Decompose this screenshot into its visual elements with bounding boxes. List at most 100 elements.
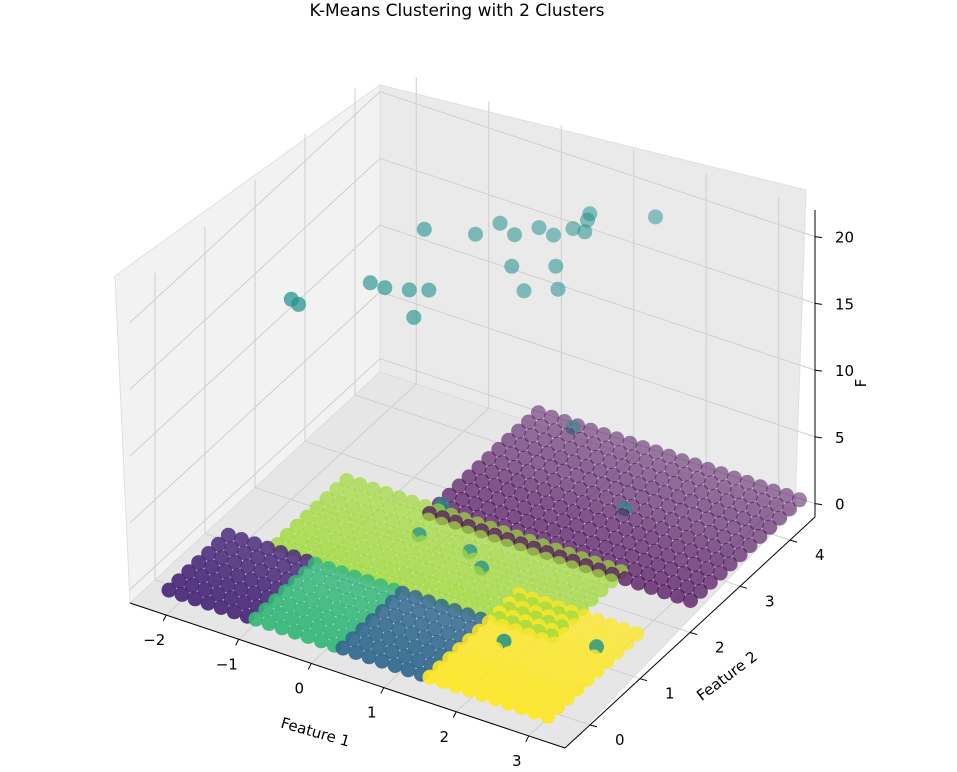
scatter-point: [414, 617, 430, 632]
scatter-point: [729, 484, 745, 500]
grid-line: [379, 91, 816, 238]
scatter-point: [256, 576, 272, 592]
scatter-point: [345, 631, 361, 647]
scatter-point: [351, 527, 367, 542]
scatter-point: [521, 627, 537, 643]
z-tick-label: 10: [835, 362, 854, 380]
scatter-point: [540, 708, 555, 724]
scatter-point: [417, 630, 433, 646]
scatter-point: [577, 224, 593, 240]
scatter-point: [683, 493, 699, 509]
scatter-point: [468, 226, 483, 242]
scatter-point: [454, 492, 470, 507]
scatter-point: [663, 561, 679, 577]
scatter-point: [464, 482, 480, 498]
scatter-point: [501, 432, 517, 448]
scatter-point: [676, 566, 692, 581]
scatter-point: [657, 485, 673, 500]
scatter-point: [769, 497, 784, 513]
scatter-point: [451, 478, 467, 494]
scatter-point: [420, 512, 436, 528]
scatter-point: [458, 669, 474, 685]
scatter-point: [554, 569, 570, 585]
scatter-point: [732, 547, 748, 563]
y-tick-mark: [589, 724, 598, 728]
scatter-point: [654, 521, 670, 537]
scatter-point: [547, 636, 563, 652]
scatter-point: [582, 472, 598, 488]
scatter-point: [616, 622, 631, 637]
z-tick-label: 0: [835, 496, 845, 514]
scatter-point: [342, 486, 358, 502]
z-tick-mark: [814, 302, 823, 305]
scatter-point: [573, 645, 589, 661]
scatter-point: [317, 597, 333, 613]
scatter-points: [161, 206, 807, 724]
scatter-point: [583, 591, 599, 607]
scatter-point: [449, 584, 465, 600]
scatter-point: [312, 513, 328, 529]
scatter-point: [300, 629, 316, 644]
scatter-point: [491, 655, 507, 671]
scatter-point: [345, 549, 361, 565]
scatter-point: [481, 451, 497, 467]
scatter-point: [690, 520, 706, 536]
grid-line: [129, 158, 381, 390]
scatter-point: [644, 480, 660, 496]
scatter-point: [485, 584, 501, 599]
scatter-point: [553, 663, 569, 679]
scatter-point: [490, 491, 506, 507]
scatter-point: [583, 422, 599, 438]
z-tick-label: 15: [835, 295, 854, 313]
scatter-point: [621, 535, 637, 551]
scatter-point: [634, 539, 650, 555]
scatter-point: [608, 530, 624, 546]
scatter-point: [541, 565, 557, 581]
scatter-point: [615, 458, 631, 474]
scatter-point: [736, 511, 752, 527]
scatter-point: [299, 509, 315, 525]
scatter-point: [247, 536, 262, 552]
scatter-point: [664, 512, 680, 527]
scatter-point: [187, 591, 203, 607]
scatter-point: [297, 615, 313, 631]
scatter-point: [443, 557, 459, 573]
scatter-point: [407, 590, 423, 605]
scatter-point: [696, 547, 712, 563]
scatter-point: [511, 636, 527, 652]
scatter-point: [224, 541, 239, 557]
scatter-point: [719, 493, 735, 509]
scatter-point: [712, 565, 728, 581]
scatter-point: [567, 618, 582, 634]
scatter-point: [540, 659, 556, 675]
scatter-point: [261, 615, 277, 631]
scatter-point: [335, 640, 351, 656]
scatter-point: [333, 615, 349, 630]
scatter-point: [184, 577, 200, 593]
scatter-point: [553, 499, 568, 515]
z-tick-mark: [814, 436, 823, 439]
scatter-point: [540, 445, 556, 461]
grid-line: [379, 157, 816, 304]
scatter-point: [374, 653, 390, 669]
scatter-point: [197, 582, 213, 598]
scatter-point: [572, 481, 588, 497]
scatter-point: [497, 468, 513, 484]
scatter-point: [434, 598, 449, 614]
scatter-point: [407, 508, 423, 524]
scatter-point: [544, 409, 559, 425]
scatter-point: [772, 510, 788, 526]
scatter-point: [407, 557, 423, 573]
scatter-point: [384, 513, 400, 528]
scatter-point: [593, 582, 609, 598]
scatter-point: [481, 500, 496, 516]
scatter-point: [637, 552, 653, 568]
grid-line: [129, 224, 381, 457]
scatter-point: [550, 281, 566, 297]
scatter-point: [690, 471, 706, 486]
scatter-point: [533, 681, 549, 697]
scatter-point: [576, 658, 592, 674]
scatter-point: [648, 209, 663, 225]
scatter-point: [274, 620, 290, 636]
scatter-point: [653, 570, 669, 586]
